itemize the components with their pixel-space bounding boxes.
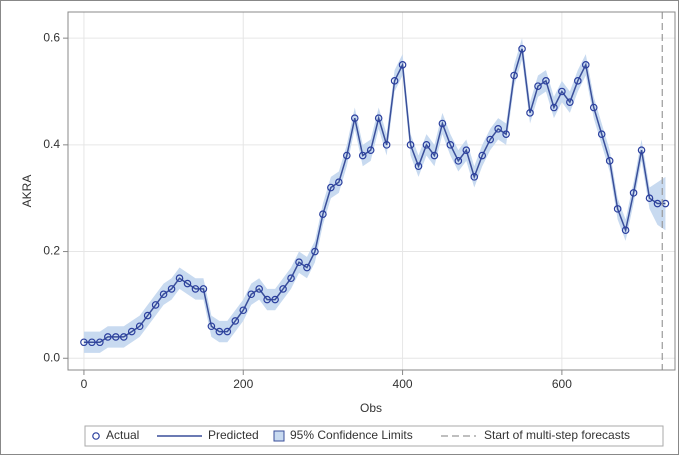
actual-marker (343, 151, 351, 160)
actual-marker (629, 189, 638, 197)
actual-marker (581, 61, 590, 69)
actual-marker (327, 183, 335, 192)
actual-marker (502, 130, 510, 138)
actual-marker (311, 247, 319, 256)
actual-marker (80, 338, 88, 347)
actual-marker (135, 322, 144, 331)
actual-marker (159, 290, 168, 299)
actual-marker (175, 274, 184, 283)
actual-marker (255, 285, 263, 293)
x-axis-title: Obs (360, 401, 382, 415)
legend-symbol (273, 430, 285, 442)
actual-marker (414, 162, 423, 170)
actual-marker (199, 285, 208, 293)
actual-marker (526, 109, 534, 117)
actual-marker (279, 285, 287, 293)
actual-marker (335, 178, 343, 186)
legend-box (84, 425, 664, 447)
actual-marker (438, 119, 447, 128)
actual-marker (239, 306, 248, 315)
legend-label: Predicted (208, 428, 259, 442)
actual-marker (462, 146, 471, 154)
actual-marker (430, 151, 439, 160)
actual-marker (653, 199, 662, 208)
actual-marker (589, 103, 598, 112)
actual-marker (398, 61, 407, 69)
actual-marker (534, 82, 542, 90)
actual-marker (454, 157, 463, 165)
actual-marker (215, 327, 224, 336)
actual-marker (111, 333, 120, 341)
actual-marker (550, 103, 558, 112)
actual-marker (207, 322, 216, 331)
x-tick-label: 400 (393, 377, 413, 391)
actual-marker (518, 45, 526, 53)
actual-marker (406, 141, 415, 149)
actual-marker (574, 77, 582, 85)
x-tick-label: 200 (233, 377, 253, 391)
actual-marker (247, 290, 256, 299)
confidence-band (83, 38, 666, 353)
actual-marker (645, 194, 654, 203)
actual-marker (494, 125, 502, 133)
y-axis-title: AKRA (20, 175, 34, 208)
actual-marker (542, 77, 550, 85)
actual-marker (558, 87, 566, 96)
actual-marker (446, 141, 455, 149)
actual-marker (470, 173, 479, 181)
actual-marker (366, 146, 375, 154)
actual-marker (295, 258, 303, 267)
actual-marker (263, 295, 271, 304)
actual-marker (96, 338, 104, 347)
actual-marker (597, 130, 606, 138)
legend-label: 95% Confidence Limits (290, 428, 413, 442)
actual-marker (191, 285, 200, 293)
actual-marker (382, 141, 391, 149)
actual-marker (621, 226, 630, 235)
actual-marker (127, 327, 136, 336)
actual-marker (271, 295, 279, 304)
actual-marker (566, 98, 574, 106)
plot-area (68, 12, 675, 370)
y-tick-label: 0.4 (43, 137, 60, 151)
actual-marker (510, 71, 518, 80)
actual-marker (605, 157, 614, 165)
actual-marker (358, 151, 367, 160)
actual-marker (390, 77, 399, 85)
actual-marker (151, 301, 160, 309)
actual-marker (287, 274, 295, 283)
predicted-line (83, 48, 666, 344)
actual-marker (486, 135, 494, 144)
x-tick-label: 600 (552, 377, 572, 391)
actual-marker (119, 333, 128, 341)
actual-marker (303, 263, 311, 272)
y-tick-label: 0.6 (43, 30, 60, 44)
plot-border (67, 11, 676, 371)
actual-marker (319, 210, 327, 219)
actual-marker (231, 317, 240, 325)
legend-label: Actual (106, 428, 139, 442)
actual-marker (104, 333, 112, 341)
actual-marker (88, 338, 96, 347)
y-tick-label: 0.2 (43, 244, 60, 258)
actual-marker (223, 327, 232, 336)
actual-marker (350, 114, 359, 122)
actual-marker (478, 151, 487, 160)
x-tick-label: 0 (81, 377, 88, 391)
actual-marker (422, 141, 431, 149)
y-tick-label: 0.0 (43, 350, 60, 364)
legend-symbol (92, 432, 100, 440)
actual-marker (143, 311, 152, 320)
actual-marker (637, 146, 646, 154)
actual-marker (374, 114, 383, 122)
actual-marker (183, 279, 192, 288)
legend-label: Start of multi-step forecasts (484, 428, 630, 442)
actual-marker (167, 285, 176, 293)
actual-marker (613, 205, 622, 213)
